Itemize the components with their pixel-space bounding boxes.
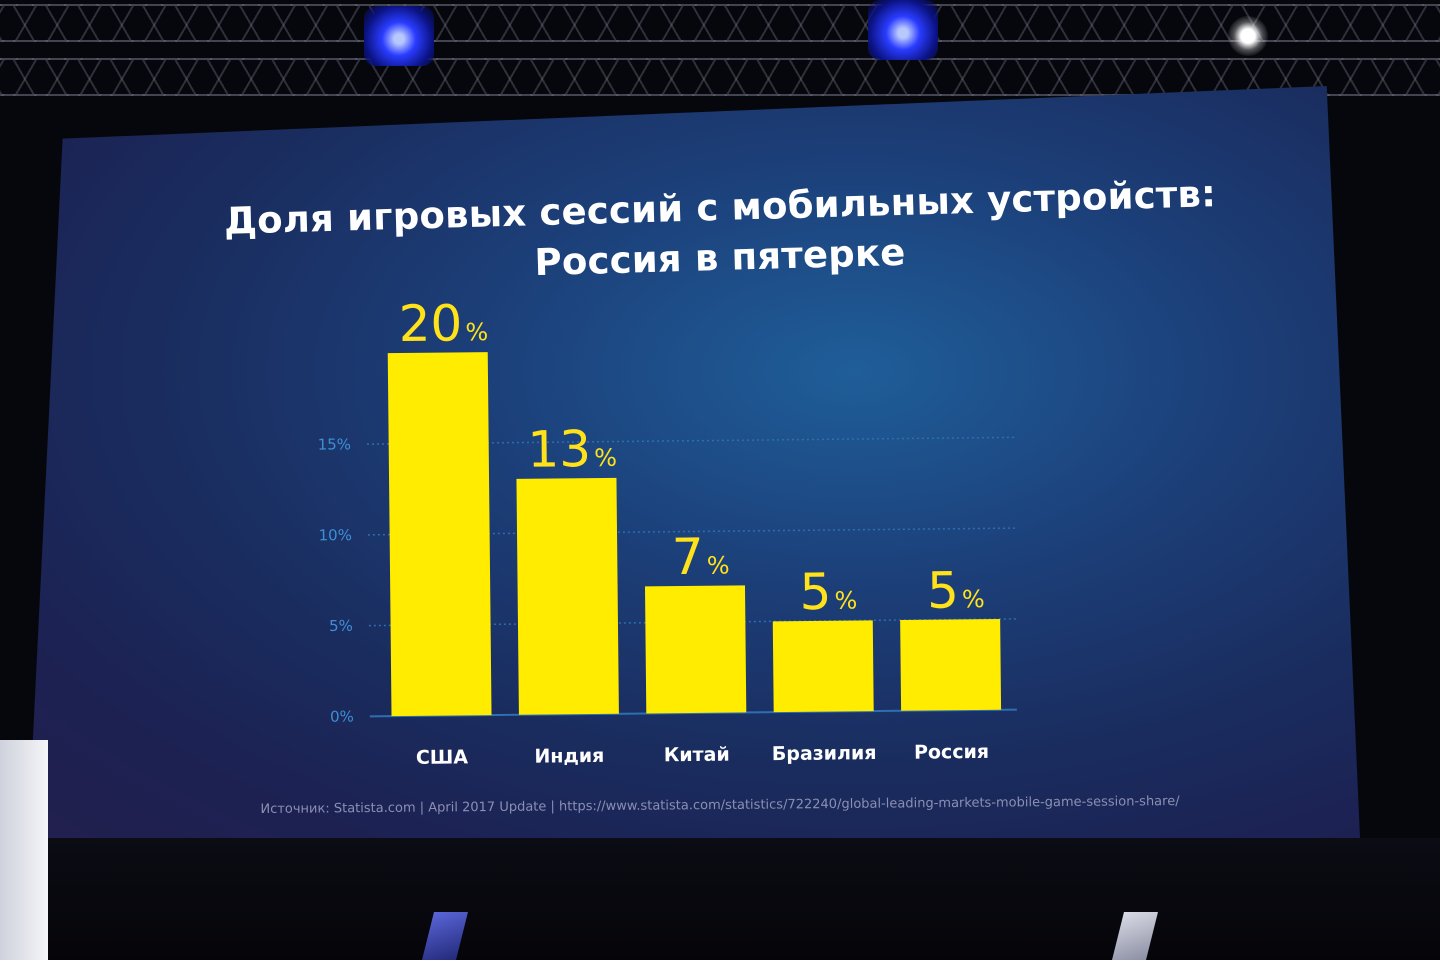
stage-light-right xyxy=(868,0,938,60)
bar-value-number: 5 xyxy=(927,561,959,619)
bar xyxy=(772,620,874,713)
bar-value-number: 13 xyxy=(527,420,591,479)
x-category-label: Китай xyxy=(664,744,730,767)
bar-value-percent: % xyxy=(594,444,617,472)
podium xyxy=(0,740,48,960)
bar-value-percent: % xyxy=(465,318,488,346)
bar-value-label: 5% xyxy=(927,561,985,620)
x-category-label: Бразилия xyxy=(772,742,877,765)
bar-value-number: 5 xyxy=(799,563,831,621)
bar-value-label: 20% xyxy=(398,294,488,353)
bar xyxy=(644,585,747,714)
bar-value-label: 13% xyxy=(527,420,617,479)
lighting-truss-bottom xyxy=(0,58,1440,96)
bar-value-number: 20 xyxy=(398,294,462,353)
bar xyxy=(387,352,492,717)
bar-value-number: 7 xyxy=(672,528,704,586)
y-tick-label: 0% xyxy=(330,708,354,726)
x-category-label: США xyxy=(416,746,469,769)
stage-light-left xyxy=(364,6,434,66)
bar-value-label: 5% xyxy=(799,563,857,622)
stage-spotlight xyxy=(1228,16,1268,56)
bar-value-percent: % xyxy=(834,587,857,615)
bar-value-percent: % xyxy=(962,585,985,613)
bar-value-label: 7% xyxy=(672,528,730,587)
y-tick-label: 10% xyxy=(318,526,352,544)
x-category-label: Россия xyxy=(914,741,989,764)
bar xyxy=(516,477,619,715)
x-category-label: Индия xyxy=(534,745,604,768)
lighting-truss-top xyxy=(0,4,1440,42)
bar xyxy=(900,619,1002,711)
y-tick-label: 5% xyxy=(329,617,353,635)
stage-floor xyxy=(0,838,1440,960)
chart-plot-group: 0% 5% 10% 15% 20 % США 13 % Индия 7 % Китай 5 % Бразили… xyxy=(318,294,1017,769)
y-tick-label: 15% xyxy=(318,435,352,453)
bar-value-percent: % xyxy=(707,552,730,580)
